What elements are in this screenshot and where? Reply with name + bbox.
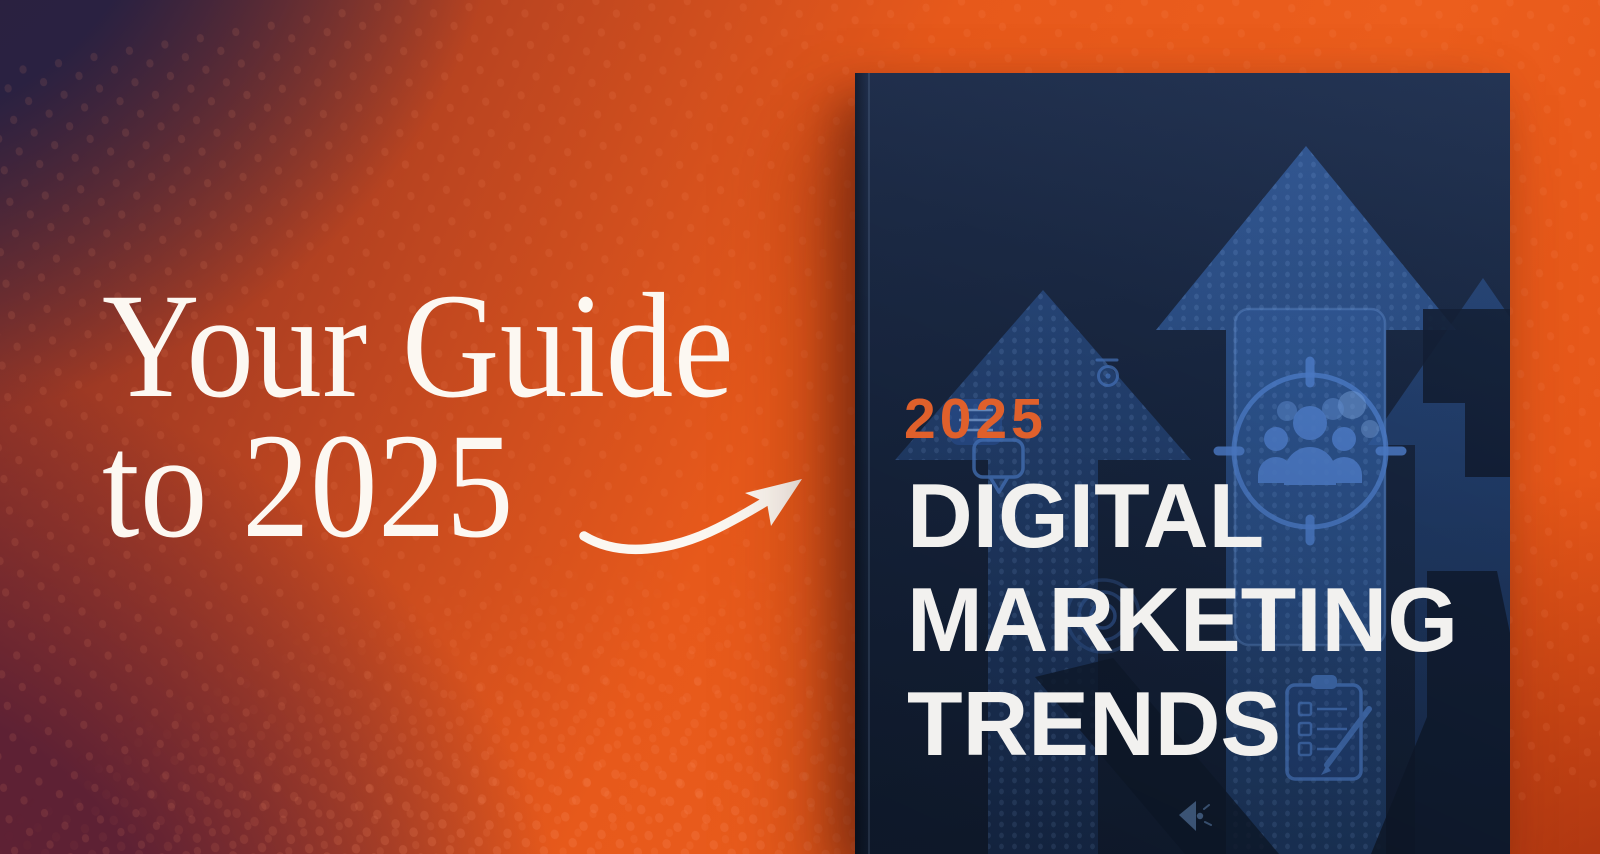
cover-artwork [895, 146, 1510, 854]
megaphone-icon [1179, 801, 1212, 831]
mini-target-icon [1095, 358, 1119, 387]
cover-title-line-3: TRENDS [907, 674, 1282, 775]
ebook-cover: 2025 DIGITAL MARKETING TRENDS [855, 73, 1510, 854]
clipboard-checklist-icon [1285, 675, 1372, 781]
arrow-swoosh-icon [579, 479, 802, 555]
headline: Your Guide to 2025 [102, 263, 735, 569]
cover-year: 2025 [904, 387, 1047, 451]
cover-title-line-2: MARKETING [907, 570, 1459, 671]
speech-bubble-icon [972, 438, 1025, 494]
cover-title-line-1: DIGITAL [907, 466, 1265, 567]
arrow-shadow-shapes [1035, 309, 1510, 854]
cover-title: DIGITAL MARKETING TRENDS [907, 465, 1458, 777]
bullseye-spiral-icon [1065, 578, 1141, 654]
headline-line-2: to 2025 [102, 403, 514, 569]
list-panel-icon [950, 399, 1002, 445]
headline-line-1: Your Guide [102, 263, 735, 429]
target-audience-icon [1213, 356, 1407, 546]
growth-arrows-icon [895, 146, 1510, 854]
